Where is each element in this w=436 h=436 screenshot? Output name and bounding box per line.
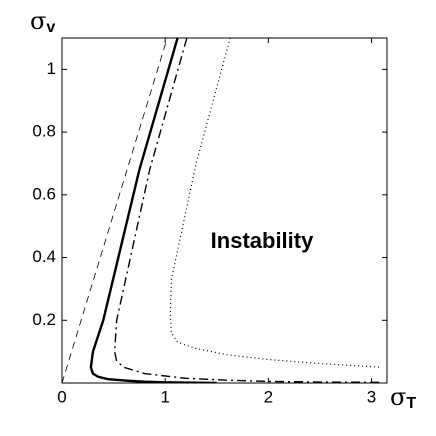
curve-dotted bbox=[169, 38, 382, 368]
y-tick-label: 0.8 bbox=[32, 122, 56, 141]
x-tick-label: 0 bbox=[57, 387, 66, 406]
y-axis-label-sub: v bbox=[46, 19, 55, 36]
curve-solid bbox=[89, 38, 217, 383]
x-axis-label-symbol: σ bbox=[390, 383, 406, 411]
x-tick-label: 1 bbox=[160, 387, 169, 406]
x-tick-label: 2 bbox=[264, 387, 273, 406]
y-tick-label: 0.2 bbox=[32, 310, 56, 329]
y-axis-label: σv bbox=[30, 7, 55, 37]
y-tick-label: 0.4 bbox=[32, 247, 56, 266]
plot-frame bbox=[61, 37, 388, 384]
y-axis-label-symbol: σ bbox=[30, 7, 46, 35]
curve-dashed bbox=[62, 38, 168, 383]
y-tick-label: 0.6 bbox=[32, 184, 56, 203]
annotation: Instability bbox=[211, 228, 314, 253]
x-axis-label-sub: T bbox=[406, 395, 416, 412]
x-tick-label: 3 bbox=[367, 387, 376, 406]
x-axis-label: σT bbox=[390, 383, 416, 413]
curve-dashdot bbox=[113, 38, 382, 383]
y-tick-label: 1 bbox=[47, 59, 56, 78]
